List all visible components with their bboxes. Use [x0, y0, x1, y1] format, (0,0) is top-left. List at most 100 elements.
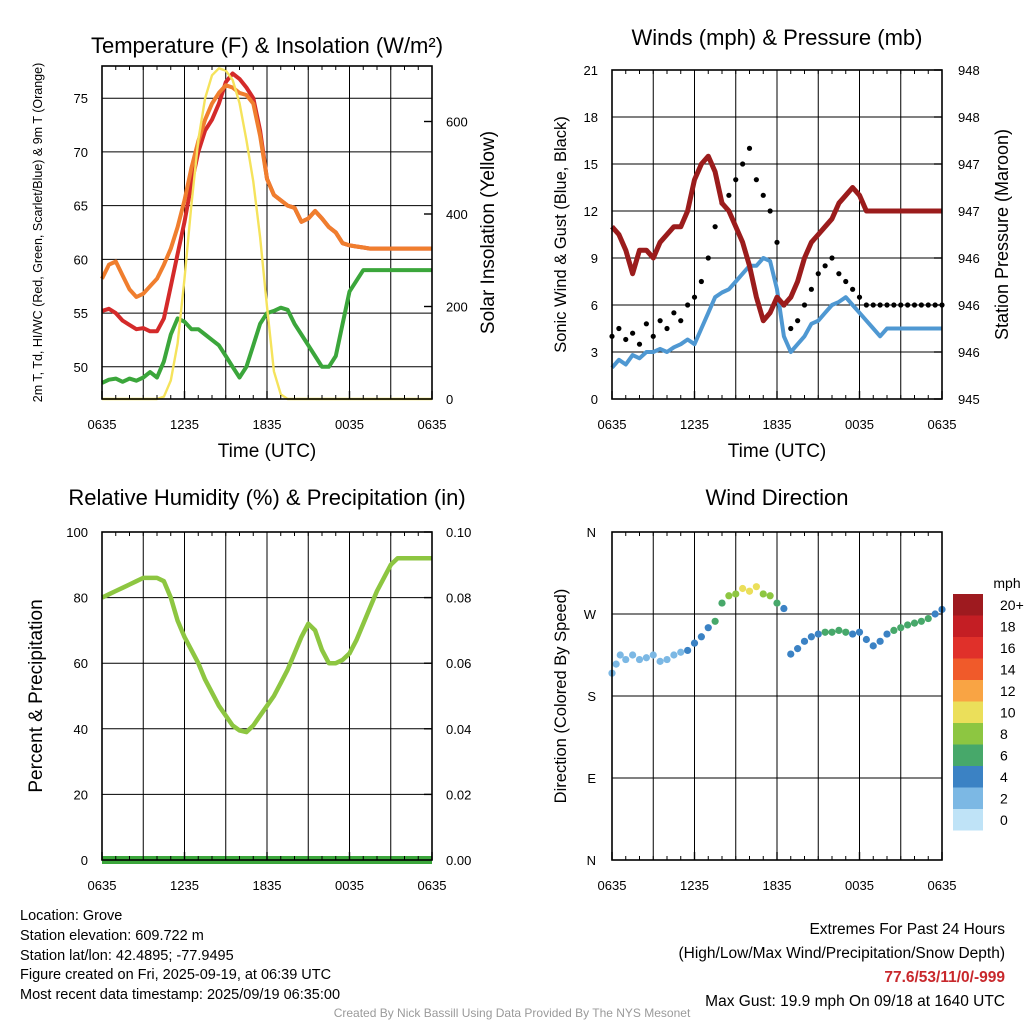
y-tick-label: N: [587, 525, 596, 540]
gust-point: [884, 302, 890, 308]
x-tick-label: 0035: [845, 878, 874, 893]
gust-point: [829, 255, 835, 261]
direction-point: [849, 630, 857, 638]
gust-point: [850, 286, 856, 292]
direction-point: [704, 624, 712, 632]
gust-point: [630, 330, 636, 336]
speed-legend: mph 20+ 18 16 14 12 10 8 6 4 2 0: [953, 575, 1024, 831]
y-tick-label: 21: [584, 63, 598, 78]
elevation-text: Station elevation: 609.722 m: [20, 927, 204, 944]
y-tick-label: 0: [81, 853, 88, 868]
direction-point: [800, 637, 809, 645]
y-tick-label: 40: [74, 722, 88, 737]
y-tick-label: 20: [74, 787, 88, 802]
x-tick-label: 0635: [418, 417, 447, 432]
gust-point: [616, 325, 622, 332]
gust-point: [753, 177, 759, 183]
y-tick-label-right: 947: [958, 157, 980, 172]
gust-point: [822, 263, 828, 269]
gust-point: [712, 224, 718, 230]
y-tick-label: E: [587, 771, 596, 786]
y-tick-label: 60: [74, 656, 88, 671]
direction-point: [883, 630, 891, 638]
legend-swatch: [953, 744, 983, 766]
gust-point: [623, 336, 629, 343]
direction-point: [807, 633, 815, 641]
y-tick-label-right: 946: [958, 298, 980, 313]
y-tick-label: W: [584, 607, 597, 622]
y-tick-label-right: 946: [958, 251, 980, 266]
gust-point: [705, 255, 711, 261]
legend-swatch: [953, 680, 983, 702]
y-tick-label-right: 948: [958, 110, 980, 125]
y-tick-label-right: 945: [958, 392, 980, 407]
y-axis-label: Percent & Precipitation: [26, 599, 47, 792]
legend-label: 4: [1000, 769, 1008, 785]
direction-point: [917, 617, 925, 625]
x-tick-label: 0035: [335, 417, 364, 432]
y-tick-label: 65: [74, 199, 88, 214]
direction-point: [739, 584, 747, 593]
gust-point: [815, 271, 821, 277]
y-tick-label-right: 946: [958, 345, 980, 360]
gust-point: [685, 302, 691, 308]
gust-point: [877, 302, 883, 308]
x-tick-label: 1235: [170, 417, 199, 432]
direction-point: [828, 628, 836, 636]
legend-label: 16: [1000, 640, 1016, 656]
direction-point: [897, 624, 905, 632]
direction-point: [876, 637, 884, 645]
gust-point: [726, 192, 732, 198]
y-tick-label: 6: [591, 298, 598, 313]
gust-point: [657, 318, 663, 324]
direction-point: [629, 651, 637, 659]
gust-point: [740, 161, 746, 167]
chart-title: Temperature (F) & Insolation (W/m²): [91, 33, 443, 58]
gust-point: [636, 341, 643, 347]
direction-point: [752, 583, 760, 591]
y-axis-label: Direction (Colored By Speed): [552, 589, 570, 804]
extremes-legend: (High/Low/Max Wind/Precipitation/Snow De…: [678, 945, 1006, 962]
direction-point: [766, 592, 774, 600]
x-tick-label: 1835: [763, 878, 792, 893]
direction-point: [842, 628, 850, 636]
x-tick-label: 0635: [928, 417, 957, 432]
legend-label: 20+: [1000, 597, 1024, 613]
legend-label: 10: [1000, 704, 1016, 720]
panel-2: 0 3 6 9 12 15 18 21 945 946 946 946 947 947 948 948 0635…: [552, 25, 1012, 462]
gust-point: [746, 145, 753, 151]
direction-point: [711, 617, 719, 625]
direction-point: [759, 590, 767, 598]
y-tick-label-right: 0: [446, 392, 453, 407]
y-tick-label-right: 400: [446, 207, 468, 222]
y-tick-label-right: 0.02: [446, 787, 471, 802]
y-tick-label: 15: [584, 157, 598, 172]
y-tick-label: 70: [74, 145, 88, 160]
x-axis-label: Time (UTC): [218, 441, 317, 462]
x-tick-label: 0635: [598, 417, 627, 432]
legend-label: 0: [1000, 812, 1008, 828]
y-axis-label-right: Solar Insolation (Yellow): [478, 131, 499, 334]
gust-point: [843, 278, 849, 285]
gust-point: [664, 325, 670, 332]
gust-point: [788, 325, 794, 332]
x-tick-label: 1835: [763, 417, 792, 432]
x-tick-label: 0635: [418, 878, 447, 893]
extremes-title: Extremes For Past 24 Hours: [809, 921, 1005, 938]
gust-point: [925, 302, 931, 308]
gust-point: [898, 302, 904, 308]
direction-point: [855, 628, 864, 636]
gust-point: [870, 302, 876, 308]
y-tick-label: 3: [591, 345, 598, 360]
direction-point: [890, 626, 898, 635]
direction-point: [869, 642, 877, 650]
x-tick-label: 1835: [253, 878, 282, 893]
recent-text: Most recent data timestamp: 2025/09/19 0…: [20, 987, 341, 1004]
y-tick-label: 60: [74, 252, 88, 267]
y-axis-label: 2m T, Td, HI/WC (Red, Green, Scarlet/Blu…: [31, 63, 45, 402]
legend-label: 6: [1000, 747, 1008, 763]
gust-point: [643, 321, 649, 327]
x-tick-label: 0035: [845, 417, 874, 432]
